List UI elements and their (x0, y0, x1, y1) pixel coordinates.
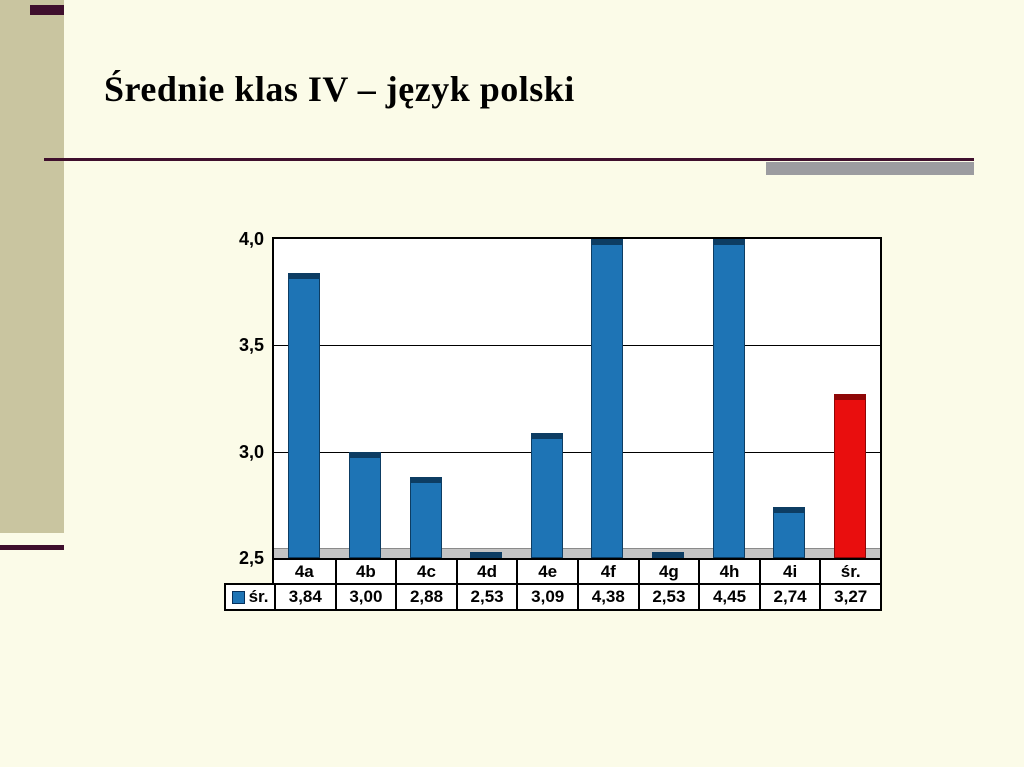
bar-top-face (592, 240, 623, 245)
bar (470, 551, 503, 558)
value-cell: 2,53 (637, 585, 699, 609)
bar-top-face (774, 507, 805, 513)
slide-title: Średnie klas IV – język polski (104, 69, 575, 109)
legend-cell: śr. (226, 585, 274, 609)
bar-top-face (471, 552, 502, 557)
bar (288, 273, 321, 558)
bar (591, 239, 624, 558)
bar (833, 394, 866, 558)
accent-square (30, 5, 64, 15)
category-cell: 4e (516, 560, 577, 583)
y-tick-label: 4,0 (238, 229, 264, 249)
bar (348, 451, 381, 558)
value-row: śr. 3,84 3,00 2,88 2,53 3,09 4,38 2,53 4,45 2,74 3… (224, 583, 882, 611)
category-row: 4a 4b 4c 4d 4e 4f 4g 4h 4i śr. (272, 558, 882, 585)
plot-area (272, 237, 882, 560)
bar-top-face (834, 395, 865, 401)
category-cell: 4f (576, 560, 638, 583)
category-cell: 4c (395, 560, 456, 583)
value-cell: 2,53 (455, 585, 517, 609)
bar-top-face (289, 274, 320, 280)
bar-top-face (410, 478, 441, 484)
value-cell: 3,00 (334, 585, 396, 609)
value-cell: 2,88 (395, 585, 456, 609)
value-cell: 3,09 (516, 585, 577, 609)
value-cell: 4,45 (698, 585, 759, 609)
legend-label: śr. (248, 587, 269, 606)
bar-top-face (531, 433, 562, 439)
legend-swatch (231, 590, 245, 604)
value-cell: 4,38 (576, 585, 638, 609)
category-cell: 4i (758, 560, 820, 583)
category-cell: 4b (334, 560, 396, 583)
y-tick-label: 2,5 (238, 548, 264, 568)
gridline (274, 345, 880, 347)
bar (773, 506, 806, 558)
title-rule (44, 158, 974, 161)
category-cell: 4a (294, 561, 314, 581)
left-accent-bar (0, 0, 64, 533)
bar (530, 432, 563, 558)
accent-underline (0, 545, 64, 550)
bar-chart: 2,5 3,0 3,5 4,0 4a 4b 4c 4d 4e 4f 4g 4h 4i śr. śr. 3,… (224, 229, 884, 617)
bar-top-face (713, 240, 744, 245)
title-rule-accent (766, 162, 974, 175)
value-cell: 3,27 (819, 585, 880, 609)
bar (409, 477, 442, 558)
y-tick-label: 3,5 (238, 335, 264, 356)
bar (651, 551, 684, 558)
plot-floor (274, 548, 880, 558)
value-cell: 2,74 (758, 585, 820, 609)
category-cell: 4g (637, 560, 699, 583)
bar-top-face (652, 552, 683, 557)
category-cell: 4d (455, 560, 517, 583)
bar (712, 239, 745, 558)
category-cell: 4h (698, 560, 759, 583)
y-axis: 2,5 3,0 3,5 4,0 (224, 229, 264, 568)
y-tick-label: 3,0 (238, 441, 264, 462)
gridline (274, 451, 880, 453)
category-cell: śr. (819, 560, 880, 583)
bar-top-face (349, 452, 380, 458)
value-cell: 3,84 (274, 585, 335, 609)
